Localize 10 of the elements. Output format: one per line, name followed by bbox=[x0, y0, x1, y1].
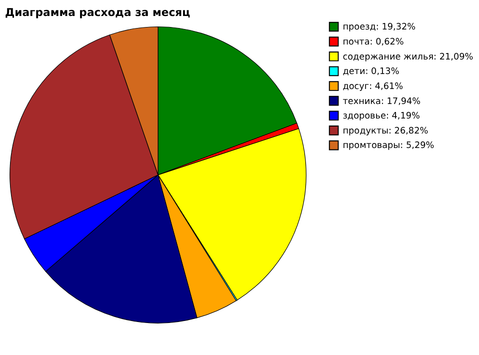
legend-label: почта: 0,62% bbox=[342, 38, 404, 48]
legend-label: здоровье: 4,19% bbox=[342, 112, 420, 122]
legend-label: дети: 0,13% bbox=[342, 67, 400, 78]
legend-label: техника: 17,94% bbox=[342, 96, 421, 107]
legend-label: досуг: 4,61% bbox=[342, 82, 404, 92]
legend-label: продукты: 26,82% bbox=[342, 126, 428, 136]
legend-label: содержание жилья: 21,09% bbox=[342, 52, 474, 62]
legend-label: промтовары: 5,29% bbox=[342, 141, 434, 152]
chart-title: Диаграмма расхода за месяц bbox=[4, 6, 190, 19]
legend-label: проезд: 19,32% bbox=[342, 22, 416, 33]
